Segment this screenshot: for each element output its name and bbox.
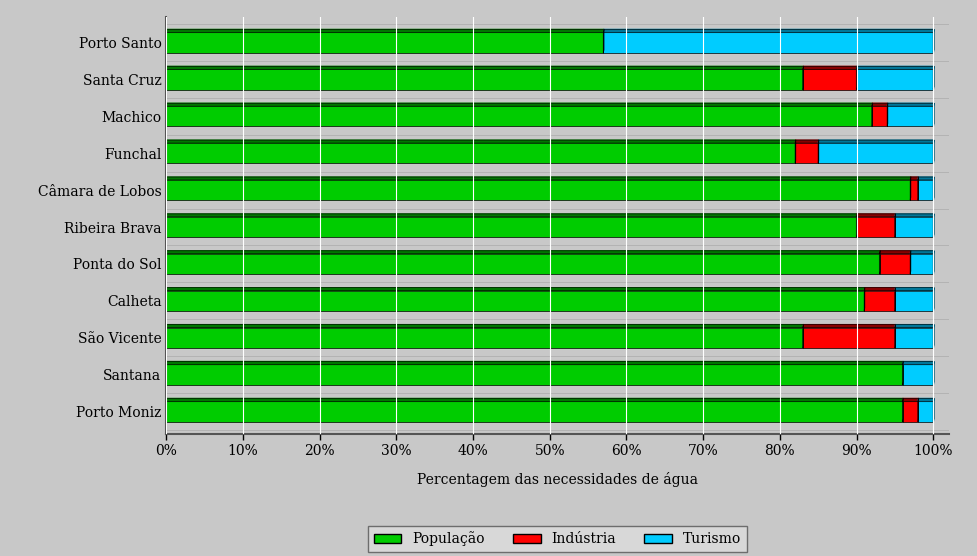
Bar (166, 291, 864, 311)
Bar (902, 365, 932, 385)
Bar (871, 106, 886, 126)
Bar (886, 106, 932, 126)
Bar (902, 401, 917, 421)
Bar (864, 291, 894, 311)
Bar (166, 401, 902, 421)
Polygon shape (856, 214, 895, 217)
Polygon shape (166, 214, 857, 217)
Polygon shape (917, 177, 933, 180)
Polygon shape (603, 29, 933, 32)
Bar (166, 180, 910, 200)
Polygon shape (894, 325, 933, 327)
Bar (166, 143, 794, 163)
Polygon shape (902, 399, 917, 401)
Bar (856, 217, 894, 237)
Bar (910, 254, 932, 274)
Bar (878, 254, 910, 274)
Bar (603, 32, 932, 53)
Bar (910, 180, 917, 200)
Bar (166, 106, 871, 126)
Polygon shape (802, 66, 857, 70)
Bar (802, 327, 894, 348)
Bar (917, 401, 932, 421)
Polygon shape (166, 140, 795, 143)
Bar (894, 217, 932, 237)
Polygon shape (166, 399, 903, 401)
Bar (894, 327, 932, 348)
Polygon shape (910, 251, 933, 254)
Bar (166, 327, 802, 348)
Polygon shape (166, 325, 803, 327)
Polygon shape (166, 288, 864, 291)
Bar (166, 254, 878, 274)
Polygon shape (794, 140, 818, 143)
Bar (802, 70, 856, 90)
Polygon shape (910, 177, 917, 180)
Bar (894, 291, 932, 311)
Polygon shape (166, 29, 604, 32)
Polygon shape (871, 103, 887, 106)
Polygon shape (894, 214, 933, 217)
Polygon shape (856, 66, 933, 70)
Polygon shape (802, 325, 895, 327)
Polygon shape (864, 288, 895, 291)
Bar (917, 180, 932, 200)
Polygon shape (818, 140, 933, 143)
Polygon shape (166, 66, 803, 70)
Bar (166, 32, 603, 53)
Polygon shape (166, 361, 903, 365)
Polygon shape (166, 103, 871, 106)
Bar (856, 70, 932, 90)
Polygon shape (878, 251, 910, 254)
Polygon shape (886, 103, 933, 106)
Polygon shape (917, 399, 933, 401)
Polygon shape (166, 177, 910, 180)
Polygon shape (902, 361, 933, 365)
Legend: População, Indústria, Turismo: População, Indústria, Turismo (367, 526, 746, 552)
Bar (818, 143, 932, 163)
Bar (794, 143, 818, 163)
Polygon shape (166, 251, 879, 254)
X-axis label: Percentagem das necessidades de água: Percentagem das necessidades de água (416, 472, 698, 487)
Bar (166, 217, 856, 237)
Bar (166, 365, 902, 385)
Bar (166, 70, 802, 90)
Polygon shape (894, 288, 933, 291)
